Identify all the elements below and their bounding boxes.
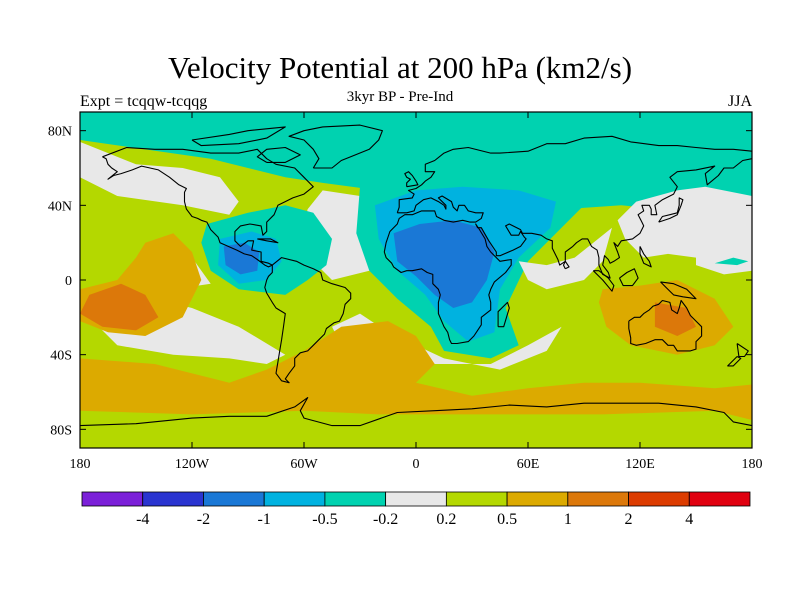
contour-fields bbox=[80, 112, 752, 448]
colorbar-swatch bbox=[142, 491, 204, 507]
east-pacific-small-negative-region bbox=[714, 257, 749, 266]
indian-ocean-neutral-region bbox=[518, 227, 612, 290]
x-tick-label: 120E bbox=[625, 457, 655, 472]
australia-coast bbox=[628, 299, 703, 352]
colorbar-swatch bbox=[688, 491, 751, 507]
colorbar-label: -2 bbox=[197, 511, 210, 528]
x-tick-label: 120W bbox=[175, 457, 210, 472]
new-zealand-south-coast bbox=[727, 356, 742, 367]
colorbar-swatch bbox=[567, 491, 629, 507]
high-lat-negative-region bbox=[80, 112, 752, 228]
colorbar-label: -0.2 bbox=[373, 511, 398, 528]
y-tick-label: 40S bbox=[50, 349, 72, 364]
colorbar-label: 1 bbox=[564, 511, 572, 528]
x-tick-label: 180 bbox=[70, 457, 91, 472]
madagascar-coast bbox=[497, 301, 510, 328]
eurasia-africa-coast bbox=[383, 135, 752, 345]
colorbar-swatch bbox=[203, 491, 265, 507]
x-tick-label: 60E bbox=[517, 457, 540, 472]
latitude-axis: 80N 40N 0 40S 80S bbox=[48, 125, 752, 438]
philippines-coast bbox=[639, 246, 652, 268]
y-tick-label: 80S bbox=[50, 423, 72, 438]
new-zealand-coast bbox=[736, 343, 749, 358]
uk-coast bbox=[404, 171, 419, 188]
x-tick-label: 60W bbox=[290, 457, 318, 472]
experiment-label: Expt = tcqqw-tcqqg bbox=[80, 93, 208, 110]
antarctica-coast bbox=[80, 397, 752, 427]
southern-positive-region bbox=[80, 321, 752, 420]
colorbar-label: 4 bbox=[685, 511, 693, 528]
coastlines bbox=[80, 124, 752, 427]
y-tick-label: 40N bbox=[48, 199, 72, 214]
y-tick-label: 0 bbox=[65, 274, 72, 289]
colorbar-label: 0.5 bbox=[497, 511, 517, 528]
colorbar-swatch bbox=[324, 491, 387, 507]
season-label: JJA bbox=[727, 93, 752, 110]
chart-title: Velocity Potential at 200 hPa (km2/s) bbox=[167, 50, 633, 85]
colorbar-label: 0.2 bbox=[436, 511, 456, 528]
y-tick-label: 80N bbox=[48, 125, 72, 140]
x-tick-label: 180 bbox=[742, 457, 763, 472]
colorbar-swatch bbox=[445, 491, 508, 507]
central-america-strong-region bbox=[223, 242, 260, 275]
indonesia-coast bbox=[592, 270, 615, 292]
colorbar-label: -1 bbox=[258, 511, 271, 528]
baffin-coast bbox=[256, 146, 301, 163]
colorbar-swatch bbox=[506, 491, 569, 507]
australia-positive-strong-region bbox=[654, 302, 696, 336]
x-tick-label: 0 bbox=[413, 457, 420, 472]
colorbar: -4 -2 -1 -0.5 -0.2 0.2 0.5 1 2 4 bbox=[81, 491, 751, 528]
new-guinea-coast bbox=[660, 281, 697, 300]
colorbar-label: 2 bbox=[625, 511, 633, 528]
longitude-axis: 180 120W 60W 0 60E 120E 180 bbox=[70, 112, 763, 472]
colorbar-swatch bbox=[385, 491, 447, 507]
colorbar-swatch bbox=[628, 491, 690, 507]
chart-subtitle: 3kyr BP - Pre-Ind bbox=[346, 89, 454, 105]
colorbar-swatch bbox=[81, 491, 144, 507]
colorbar-swatch bbox=[263, 491, 326, 507]
africa-negative-strong-region bbox=[393, 220, 495, 308]
pacific-positive-strong-region bbox=[80, 283, 159, 331]
colorbar-label: -0.5 bbox=[312, 511, 337, 528]
north-pacific-neutral-region bbox=[80, 141, 239, 215]
colorbar-label: -4 bbox=[136, 511, 149, 528]
north-america-coast bbox=[102, 146, 314, 268]
greenland-coast bbox=[288, 124, 383, 169]
japan-coast bbox=[658, 197, 684, 223]
south-america-coast bbox=[264, 257, 352, 384]
arctic-islands-coast bbox=[191, 126, 286, 147]
borneo-coast bbox=[619, 268, 639, 287]
cuba-coast bbox=[257, 238, 279, 244]
sri-lanka-coast bbox=[562, 260, 570, 270]
